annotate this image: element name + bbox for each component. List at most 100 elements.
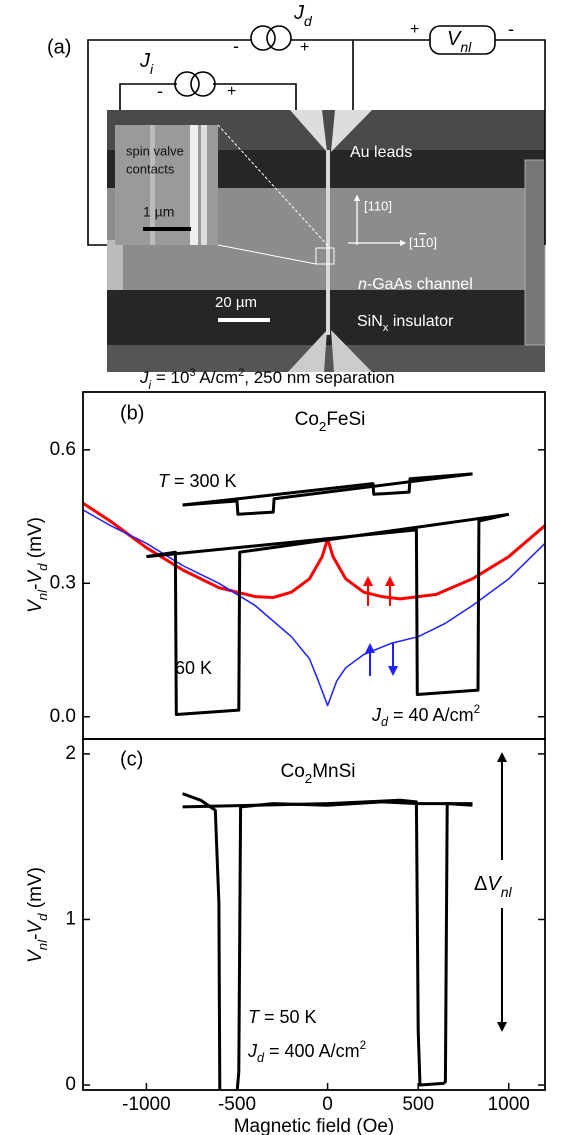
sign: - bbox=[508, 19, 514, 39]
y-tick-label: 0.6 bbox=[50, 439, 76, 460]
annotation: ΔVnl bbox=[474, 873, 512, 899]
text-run: = 10 bbox=[151, 368, 189, 387]
panel-label: (c) bbox=[120, 748, 143, 770]
direction: [110] bbox=[409, 235, 437, 250]
text-run: = 300 K bbox=[169, 471, 237, 491]
y-tick-label: 0.0 bbox=[50, 706, 76, 727]
text-run: J bbox=[371, 705, 382, 725]
data-line bbox=[146, 512, 510, 716]
text-run: 2 bbox=[305, 771, 312, 786]
text-run: , 250 nm separation bbox=[244, 368, 394, 387]
text-run: J bbox=[139, 368, 149, 387]
text-run: d bbox=[35, 913, 50, 921]
text-run: MnSi bbox=[312, 761, 355, 782]
data-line bbox=[182, 798, 473, 1087]
text-run: 2 bbox=[360, 1039, 367, 1052]
text-run: - bbox=[25, 934, 46, 940]
text-run: V bbox=[25, 919, 46, 934]
data-line bbox=[83, 509, 545, 707]
data-line bbox=[83, 501, 545, 601]
text-run: J bbox=[139, 50, 151, 72]
panel-label: (a) bbox=[47, 36, 71, 58]
text-run: d bbox=[257, 1051, 265, 1065]
text-run: J bbox=[293, 2, 305, 24]
annotation: T = 50 K bbox=[248, 1007, 317, 1027]
channel-label: n-GaAs channel bbox=[358, 276, 473, 293]
circuit: (a) Jd Ji Vnl - + - + + - bbox=[47, 2, 546, 246]
sign: + bbox=[227, 83, 236, 100]
insulator-label: SiNx insulator bbox=[357, 313, 454, 334]
text-run: T bbox=[158, 471, 171, 491]
x-tick-label: 500 bbox=[402, 1094, 434, 1115]
text-run: V bbox=[25, 569, 46, 584]
text-run: 1 bbox=[419, 235, 426, 250]
text-run: insulator bbox=[388, 313, 454, 330]
inset-text: contacts bbox=[126, 161, 175, 176]
text-run: FeSi bbox=[326, 409, 365, 430]
text-run: V bbox=[25, 598, 46, 613]
source-label: Ji bbox=[139, 50, 154, 76]
sem-image: spin valve contacts 1 µm Au leads [110] … bbox=[107, 110, 546, 372]
text-run: 2 bbox=[238, 367, 244, 379]
inset-text: spin valve bbox=[126, 143, 184, 158]
text-run: Δ bbox=[474, 873, 487, 895]
annotation: Jd = 40 A/cm2 bbox=[371, 703, 480, 730]
annotation: T = 300 K bbox=[158, 471, 237, 491]
chart-title: Co2MnSi bbox=[281, 761, 356, 786]
text-run: d bbox=[35, 563, 50, 571]
text-run: nl bbox=[35, 589, 50, 600]
text-run: (mV) bbox=[25, 517, 46, 563]
text-run: 2 bbox=[319, 419, 326, 434]
text-run: = 40 A/cm bbox=[388, 705, 474, 725]
spin-arrows bbox=[363, 576, 398, 676]
text-run: i bbox=[150, 61, 154, 77]
text-run: 0] bbox=[426, 235, 437, 250]
text-run: -GaAs channel bbox=[367, 276, 473, 293]
text-run: = 50 K bbox=[259, 1007, 317, 1027]
text-run: (mV) bbox=[25, 867, 46, 913]
panel-label: (b) bbox=[120, 402, 144, 424]
chart-title: Co2FeSi bbox=[295, 409, 366, 434]
scale-label: 20 µm bbox=[215, 294, 257, 311]
direction: [110] bbox=[364, 198, 392, 213]
y-tick-label: 0.3 bbox=[50, 572, 76, 593]
text-run: x bbox=[383, 322, 389, 334]
text-run: SiN bbox=[357, 313, 383, 330]
text-run: nl bbox=[460, 39, 472, 55]
x-tick-label: 1000 bbox=[488, 1094, 530, 1115]
plot-frame bbox=[82, 738, 546, 1091]
y-axis-title: Vnl-Vd (mV) bbox=[25, 517, 50, 613]
sign: - bbox=[233, 36, 239, 56]
text-run: d bbox=[304, 13, 313, 29]
text-run: T bbox=[248, 1007, 261, 1027]
annotation: 60 K bbox=[175, 658, 212, 678]
sign: + bbox=[410, 21, 419, 38]
sign: + bbox=[300, 39, 309, 56]
text-run: d bbox=[381, 715, 389, 729]
text-run: i bbox=[149, 378, 152, 392]
x-axis-title: Magnetic field (Oe) bbox=[234, 1116, 395, 1135]
text-run: n bbox=[358, 276, 367, 293]
source-label: Jd bbox=[293, 2, 313, 28]
text-run: nl bbox=[35, 939, 50, 950]
data-line bbox=[182, 472, 473, 507]
x-tick-label: -500 bbox=[218, 1094, 256, 1115]
text-run: A/cm bbox=[196, 368, 239, 387]
text-run: Co bbox=[281, 761, 305, 782]
y-tick-label: 2 bbox=[65, 743, 76, 764]
annotation: Jd = 400 A/cm2 bbox=[247, 1039, 366, 1066]
header: Ji = 103 A/cm2, 250 nm separation bbox=[139, 367, 395, 392]
text-run: V bbox=[25, 948, 46, 963]
text-run: Co bbox=[295, 409, 319, 430]
data-line bbox=[182, 472, 473, 516]
data-line bbox=[146, 512, 510, 696]
y-tick-label: 1 bbox=[65, 908, 76, 929]
text-run: 2 bbox=[474, 703, 481, 716]
text-run: nl bbox=[501, 884, 513, 900]
y-axis-title: Vnl-Vd (mV) bbox=[25, 867, 50, 963]
text-run: V bbox=[487, 873, 502, 895]
text-run: J bbox=[247, 1041, 258, 1061]
inset-scale: 1 µm bbox=[143, 204, 174, 220]
